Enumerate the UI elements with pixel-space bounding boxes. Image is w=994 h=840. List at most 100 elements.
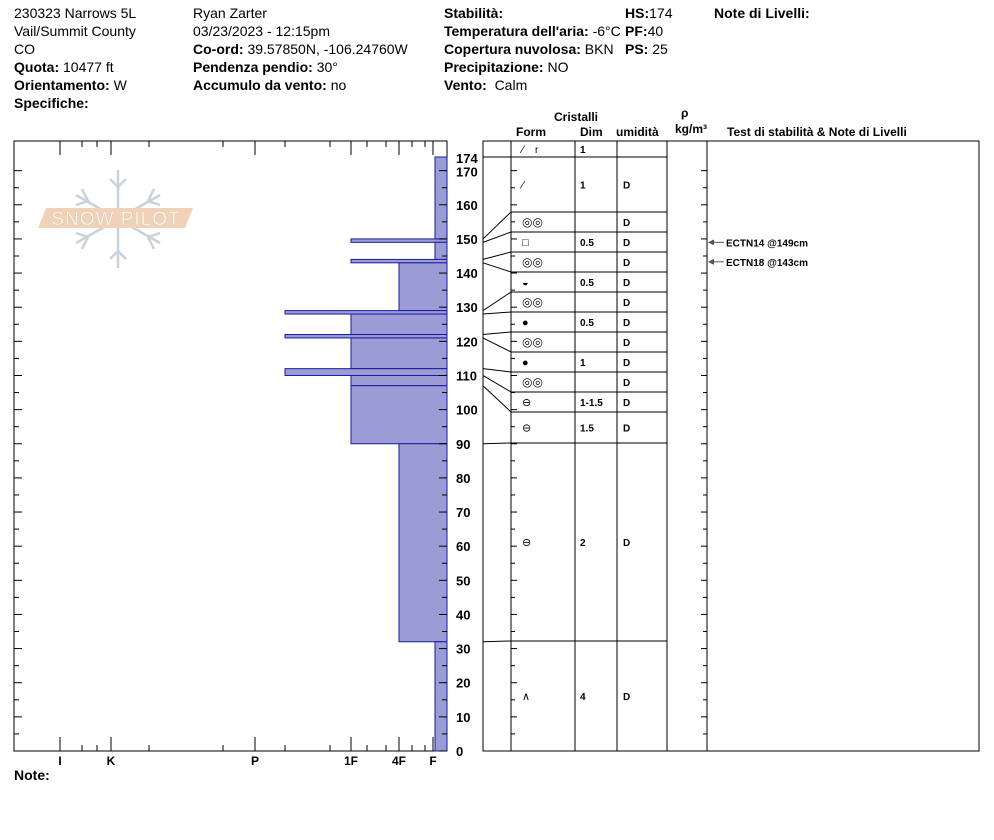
hardness-tick-label: K — [107, 754, 116, 768]
observer: Ryan Zarter — [193, 5, 267, 21]
grain-size: 0.5 — [580, 278, 594, 289]
depth-tick-label: 100 — [456, 403, 478, 418]
grain-size: 0.5 — [580, 318, 594, 329]
elevation-value: 10477 ft — [63, 59, 114, 75]
depth-tick-label: 140 — [456, 266, 478, 281]
arrow-head-icon — [708, 258, 714, 265]
stability: Stabilità: — [444, 4, 503, 22]
grain-size: 1-1.5 — [580, 398, 603, 409]
hardness-bar — [350, 337, 448, 370]
layer-connector — [482, 640, 512, 643]
specifics-label: Specifiche: — [14, 95, 89, 111]
melt-forms-icon: ◎◎ — [522, 375, 543, 389]
layer-connector — [482, 442, 512, 445]
depth-tick-label: 130 — [456, 300, 478, 315]
melt-forms-icon: ◎◎ — [522, 295, 543, 309]
pit-name: 230323 Narrows 5L — [14, 5, 137, 21]
depth-tick-label: 50 — [456, 573, 470, 588]
state: CO — [14, 41, 35, 57]
hardness-bar — [284, 334, 448, 339]
wind-loading: Accumulo da vento: no — [193, 76, 346, 94]
slope-value: 30° — [316, 59, 338, 75]
coord-value: 39.57850N, -106.24760W — [247, 41, 408, 57]
hardness-bar — [350, 385, 448, 445]
hardness-tick-label: P — [251, 754, 259, 768]
decomposing-fragments-icon: ⁄ — [519, 180, 526, 192]
layer-connector — [482, 311, 512, 315]
region: Vail/Summit County — [14, 23, 136, 39]
hs-label: HS: — [625, 5, 650, 21]
hardness-tick-label: 4F — [392, 754, 406, 768]
air-temp: Temperatura dell'aria: -6°C — [444, 22, 621, 40]
melt-forms-icon: ◎◎ — [522, 215, 543, 229]
moisture: D — [623, 181, 630, 192]
elevation-label: Quota: — [14, 59, 60, 75]
tests-header: Test di stabilità & Note di Livelli — [727, 125, 907, 139]
layer-connector — [482, 331, 512, 336]
ps: PS: 25 — [625, 40, 668, 58]
hardness-bar — [284, 310, 448, 315]
depth-tick-label: 70 — [456, 505, 470, 520]
datetime: 03/23/2023 - 12:15pm — [193, 23, 330, 39]
moisture: D — [623, 338, 630, 349]
hs: HS:174 — [625, 4, 672, 22]
hardness-bar — [350, 258, 448, 264]
depth-tick-label: 10 — [456, 710, 470, 725]
hardness-bar — [434, 641, 448, 752]
wind-label: Vento: — [444, 77, 487, 93]
elevation: Quota: 10477 ft — [14, 58, 114, 76]
wind-loading-label: Accumulo da vento: — [193, 77, 327, 93]
depth-tick-label: 150 — [456, 232, 478, 247]
hardness-bar — [350, 313, 448, 336]
moisture: D — [623, 398, 630, 409]
coord-label: Co-ord: — [193, 41, 244, 57]
melt-forms-icon: ◎◎ — [522, 255, 543, 269]
layer-notes: Note di Livelli: — [714, 4, 810, 22]
rounding-faceted-icon: ⊖ — [522, 537, 531, 549]
layer-notes-label: Note di Livelli: — [714, 5, 810, 21]
aspect: Orientamento: W — [14, 76, 127, 94]
grain-size: 1.5 — [580, 424, 594, 435]
grain-size: 4 — [580, 692, 586, 703]
hardness-bar — [284, 368, 448, 376]
ice-formation-icon: ● — [522, 317, 529, 329]
depth-tick-label: 110 — [456, 368, 477, 383]
depth-tick-label: 174 — [456, 151, 478, 166]
coordinates: Co-ord: 39.57850N, -106.24760W — [193, 40, 408, 58]
ps-value: 25 — [652, 41, 668, 57]
graph-frame — [13, 140, 448, 752]
layer-connector — [482, 231, 512, 243]
form-header: Form — [516, 125, 546, 139]
logo-band — [38, 208, 193, 228]
hardness-tick-label: I — [58, 754, 61, 768]
depth-tick-label: 160 — [456, 198, 478, 213]
layer-connector — [482, 368, 512, 373]
snowpilot-logo: SNOW PILOT — [38, 170, 193, 268]
stability-label: Stabilità: — [444, 5, 504, 21]
hs-value: 174 — [649, 5, 673, 21]
moisture: D — [623, 298, 630, 309]
wind-loading-value: no — [330, 77, 347, 93]
wind-value: Calm — [494, 77, 528, 93]
layer-connector — [482, 337, 512, 353]
air-temp-label: Temperatura dell'aria: — [444, 23, 589, 39]
moisture-header: umidità — [616, 125, 659, 139]
depth-tick-label: 80 — [456, 471, 470, 486]
layer-connector — [482, 291, 512, 312]
sky-label: Copertura nuvolosa: — [444, 41, 581, 57]
crystals-header: Cristalli — [554, 110, 599, 124]
rounding-faceted-icon: ⊖ — [522, 397, 531, 409]
pf-value: 40 — [647, 23, 664, 39]
form-suffix: r — [535, 145, 539, 156]
stability-test-result: ECTN18 @143cm — [726, 258, 808, 269]
depth-tick-label: 0 — [456, 744, 463, 759]
rho-header: ρ — [681, 106, 689, 120]
moisture: D — [623, 218, 630, 229]
layer-connector — [482, 211, 512, 240]
moisture: D — [623, 278, 630, 289]
precipitation-particles-icon: ⁄ — [519, 144, 526, 156]
ps-label: PS: — [625, 41, 649, 57]
moisture: D — [623, 692, 630, 703]
moisture: D — [623, 318, 630, 329]
